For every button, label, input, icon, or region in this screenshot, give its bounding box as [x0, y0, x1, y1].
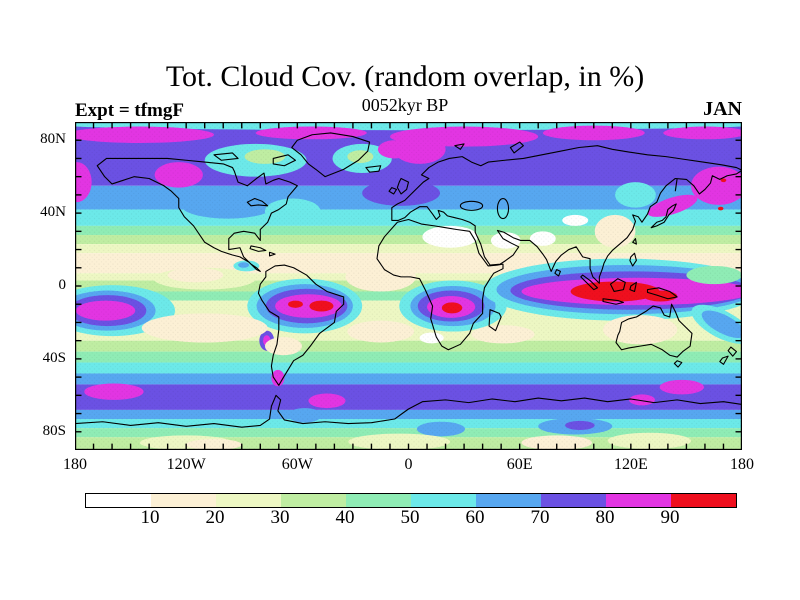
colorbar-segment	[606, 494, 671, 507]
colorbar-tick-label: 80	[595, 507, 615, 528]
colorbar-tick-label: 90	[660, 507, 680, 528]
lat-tick-label: 0	[58, 277, 67, 293]
lon-tick-label: 60E	[506, 456, 533, 473]
colorbar-tick-label: 50	[400, 507, 420, 528]
page-title: Tot. Cloud Cov. (random overlap, in %)	[165, 60, 645, 93]
coast-taiwan	[632, 238, 637, 245]
experiment-label: Expt = tfmgF	[75, 100, 184, 121]
coast-sakhalin	[674, 178, 678, 192]
coast-eurasia	[391, 145, 742, 284]
coast-antarctica	[75, 394, 742, 428]
colorbar-segment	[216, 494, 281, 507]
colorbar-segment	[86, 494, 151, 507]
lat-tick-label: 80S	[42, 422, 66, 439]
coast-java	[602, 298, 624, 305]
coast-madagascar	[488, 309, 502, 332]
coast-sumatra	[580, 274, 599, 291]
colorbar-tick-label: 30	[270, 507, 290, 528]
coast-caspian-sea	[496, 197, 510, 220]
coast-new-zealand	[719, 346, 737, 365]
coast-south-america	[257, 264, 345, 386]
lat-tick-label: 80N	[40, 131, 66, 148]
coast-japan	[650, 203, 677, 229]
world-contour-map	[75, 122, 742, 450]
coast-north-america	[96, 157, 298, 272]
colorbar-tick-label: 10	[140, 507, 160, 528]
colorbar-segment	[541, 494, 606, 507]
lon-tick-label: 60W	[281, 456, 313, 473]
map-svg	[75, 122, 742, 450]
coast-tasmania	[673, 360, 683, 368]
coast-sri-lanka	[554, 269, 561, 277]
coast-svalbard	[454, 143, 465, 150]
coast-cuba	[249, 245, 267, 252]
coastlines	[75, 132, 742, 428]
coast-new-guinea	[646, 287, 678, 300]
lon-tick-label: 120E	[613, 456, 648, 473]
lat-tick-label: 40S	[42, 349, 66, 366]
colorbar-segment	[151, 494, 216, 507]
coast-australia	[615, 303, 693, 358]
coast-novaya-zemlya	[509, 141, 524, 154]
lon-tick-label: 0	[404, 456, 413, 473]
coast-greenland	[291, 132, 371, 178]
coast-uk	[396, 177, 410, 195]
lon-tick-label: 180	[63, 456, 87, 473]
coast-philippines	[629, 252, 637, 267]
colorbar-tick-label: 20	[205, 507, 225, 528]
coast-great-lakes	[246, 197, 269, 207]
colorbar	[85, 493, 737, 508]
time-label: 0052kyr BP	[361, 95, 449, 115]
colorbar-segment	[411, 494, 476, 507]
colorbar-tick-label: 60	[465, 507, 485, 528]
coast-sulawesi	[629, 281, 637, 293]
coast-ireland	[388, 187, 398, 195]
colorbar-segment	[476, 494, 541, 507]
colorbar-tick-label: 70	[530, 507, 550, 528]
coast-victoria-island	[213, 152, 239, 161]
colorbar-segment	[281, 494, 346, 507]
coast-africa	[376, 218, 504, 351]
lon-tick-label: 120W	[166, 456, 206, 473]
coast-hispaniola	[268, 251, 276, 257]
coast-iceland	[365, 165, 382, 173]
lat-tick-label: 40N	[40, 204, 66, 221]
colorbar-segment	[671, 494, 736, 507]
colorbar-tick-label: 40	[335, 507, 355, 528]
lon-tick-label: 180	[730, 456, 754, 473]
colorbar-segment	[346, 494, 411, 507]
coast-borneo	[609, 278, 626, 293]
coast-baffin-island	[272, 154, 297, 167]
month-label: JAN	[703, 98, 742, 120]
coast-black-sea	[459, 200, 484, 211]
